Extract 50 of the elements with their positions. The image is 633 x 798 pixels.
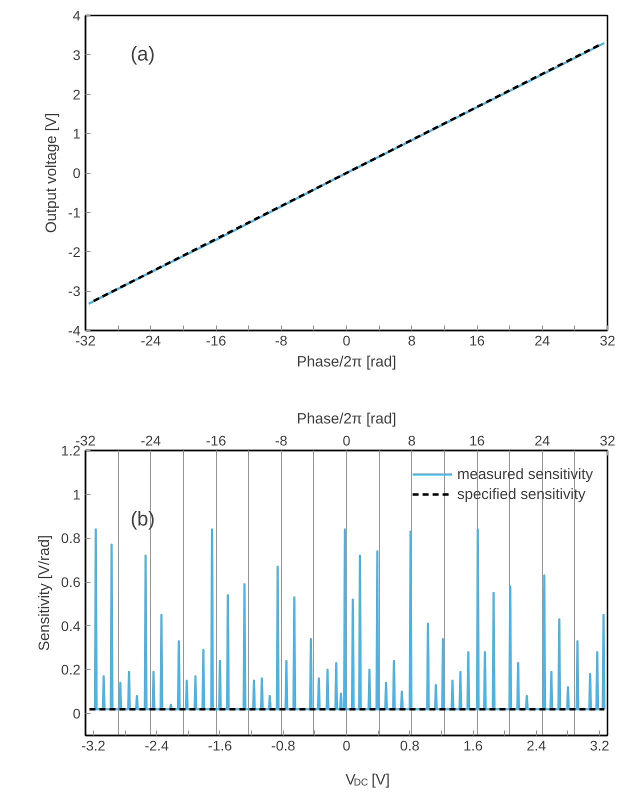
x2-tick-label: 0 (342, 432, 351, 448)
x2-tick-label: 16 (469, 432, 485, 448)
x-tick-label: 0 (342, 738, 351, 754)
x-tick-label: 1.6 (463, 738, 483, 754)
x-axis-title: VDC [V] (345, 772, 390, 788)
y-tick-label: 1 (72, 126, 81, 142)
x-tick-label: 0.8 (400, 738, 420, 754)
y-tick-label: 3 (72, 46, 81, 63)
x-tick-label: -24 (140, 332, 162, 348)
x2-tick-label: -16 (206, 432, 226, 448)
x2-tick-label: 24 (534, 432, 550, 448)
y-tick-label: 0.2 (61, 662, 81, 678)
x2-tick-label: -24 (140, 432, 162, 448)
x2-tick-label: -8 (275, 432, 288, 448)
y-tick-label: 0 (72, 706, 81, 722)
legend-label: measured sensitivity (457, 466, 593, 482)
x-tick-label: -8 (275, 332, 288, 348)
x-tick-label: -2.4 (144, 738, 169, 754)
x-tick-label: 16 (469, 332, 485, 348)
y-tick-label: 2 (72, 86, 81, 102)
x-tick-label: 3.2 (590, 738, 610, 754)
x-tick-label: 32 (600, 332, 616, 348)
x-tick-label: -0.8 (271, 738, 296, 754)
x-tick-label: -3.2 (81, 738, 106, 754)
x2-axis-title: Phase/2π [rad] (296, 410, 396, 428)
y-axis-title: Output voltage [V] (43, 112, 60, 234)
y-tick-label: -4 (68, 322, 81, 338)
y-tick-label: -1 (68, 204, 81, 220)
annotation: (b) (130, 508, 155, 530)
y-tick-label: 1 (72, 486, 81, 502)
x-tick-label: 0 (342, 332, 351, 348)
x-axis-title: Phase/2π [rad] (296, 354, 396, 370)
x-tick-label: 8 (408, 332, 416, 348)
y-tick-label: 0.4 (61, 618, 81, 634)
y-tick-label: 0 (72, 165, 81, 181)
y-tick-label: 0.8 (61, 530, 81, 546)
x-tick-label: -1.6 (208, 738, 232, 754)
y-tick-label: 4 (72, 8, 81, 24)
x2-tick-label: 8 (408, 432, 416, 448)
y-tick-label: 1.2 (61, 442, 81, 458)
legend-label: specified sensitivity (457, 486, 586, 502)
annotation: (a) (130, 44, 155, 66)
y-tick-label: -2 (68, 244, 81, 260)
x-tick-label: 2.4 (526, 738, 546, 754)
y-tick-label: -3 (68, 283, 81, 300)
x2-tick-label: 32 (600, 432, 616, 448)
x-tick-label: 24 (534, 332, 550, 348)
y-tick-label: 0.6 (61, 574, 81, 590)
x-tick-label: -16 (206, 332, 226, 348)
y-axis-title: Sensitivity [V/rad] (36, 535, 54, 651)
